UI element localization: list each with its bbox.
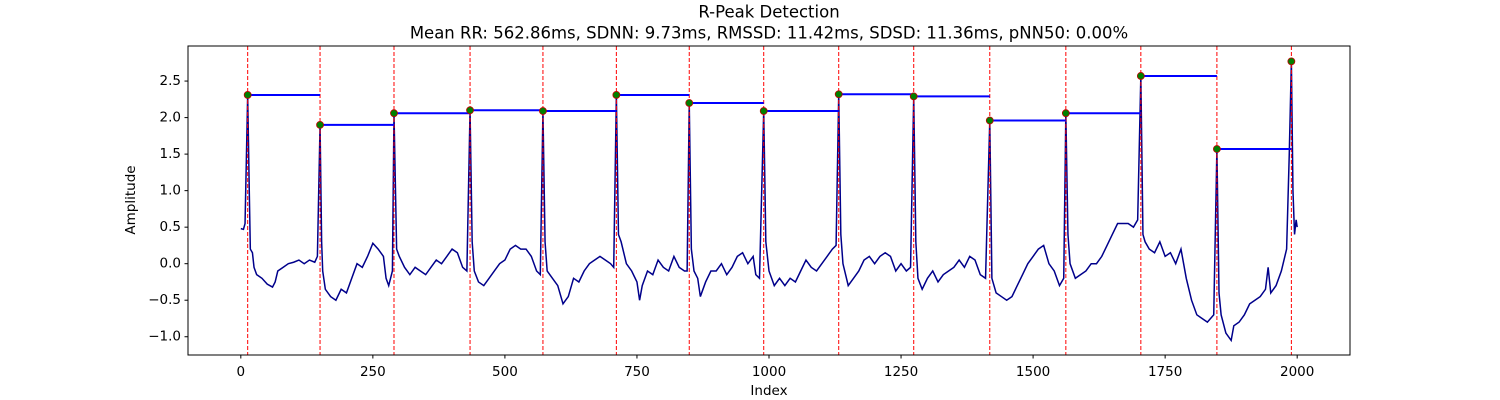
peak-marker <box>466 106 474 115</box>
peak-marker <box>985 116 994 125</box>
x-tick-label: 250 <box>360 364 386 380</box>
x-tick-label: 500 <box>492 364 518 380</box>
y-tick-label: 1.5 <box>160 146 181 162</box>
y-tick-label: 1.0 <box>160 183 181 199</box>
x-tick-label: 1000 <box>752 364 786 380</box>
peak-marker <box>1061 109 1070 118</box>
x-axis-label: Index <box>750 383 787 399</box>
y-tick-label: 2.0 <box>160 110 181 126</box>
peak-marker <box>759 107 768 115</box>
x-tick-label: 1500 <box>1016 364 1050 380</box>
peak-marker <box>685 99 694 107</box>
plot-frame <box>187 45 1351 356</box>
y-tick-label: 2.5 <box>160 73 181 89</box>
y-tick-label: 0.5 <box>160 219 181 235</box>
peak-marker <box>243 91 252 99</box>
peak-marker <box>390 109 398 118</box>
peak-marker <box>909 92 918 101</box>
y-tick-label: 0.0 <box>160 256 181 272</box>
peak-marker <box>316 120 324 129</box>
x-tick-label: 0 <box>237 364 246 380</box>
peak-marker <box>834 90 843 99</box>
peak-marker <box>539 107 547 115</box>
x-tick-label: 1750 <box>1148 364 1182 380</box>
signal-line <box>240 61 1298 343</box>
x-tick-label: 750 <box>624 364 650 380</box>
chart-subtitle: Mean RR: 562.86ms, SDNN: 9.73ms, RMSSD: … <box>410 24 1128 43</box>
y-tick-label: −0.5 <box>148 292 181 308</box>
peak-marker <box>1212 145 1221 153</box>
y-axis-label: Amplitude <box>123 165 139 234</box>
x-tick-label: 2000 <box>1280 364 1314 380</box>
peak-marker <box>612 91 621 99</box>
y-tick-label: −1.0 <box>148 329 181 345</box>
chart-title: R-Peak Detection <box>698 3 839 22</box>
x-tick-label: 1250 <box>884 364 918 380</box>
peak-marker <box>1136 72 1145 80</box>
peak-marker <box>1287 57 1296 66</box>
